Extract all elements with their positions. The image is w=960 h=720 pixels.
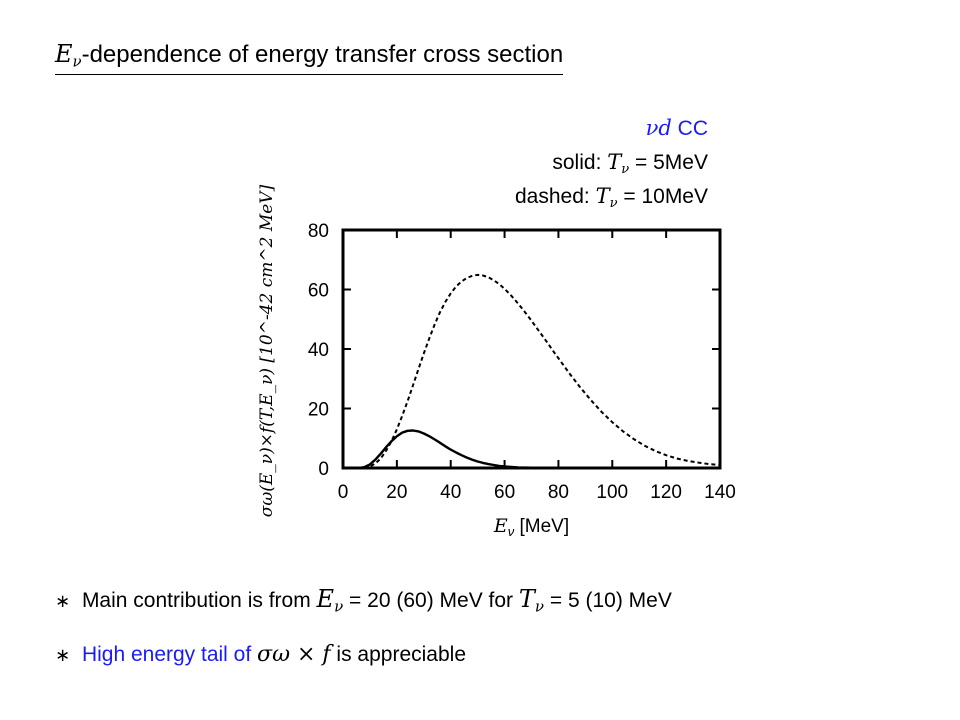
bullet1-sym1: E xyxy=(316,585,335,613)
x-tick-label: 140 xyxy=(704,482,736,503)
x-tick-label: 20 xyxy=(386,482,407,503)
x-tick-label: 120 xyxy=(650,482,682,503)
x-tick-label: 40 xyxy=(440,482,461,503)
y-tick-label: 60 xyxy=(308,281,329,302)
bullet1-mid: = 20 (60) MeV for xyxy=(349,589,514,612)
bullet1-sub2: ν xyxy=(534,597,545,616)
bullet1-pre: Main contribution is from xyxy=(81,589,311,612)
bullet2-pre: High energy tail of xyxy=(81,643,252,666)
legend-solid-prefix: solid: xyxy=(552,151,602,174)
y-tick-label: 0 xyxy=(318,459,329,480)
bullet1-sym2: T xyxy=(518,585,535,613)
x-tick-label: 0 xyxy=(338,482,349,503)
energy-transfer-chart: 0 20 40 60 80 100 120 140 0 20 40 60 80 Eν [MeV] σω(E_… xyxy=(257,184,736,539)
bullet2-post: is appreciable xyxy=(336,643,467,666)
series-line-dashed xyxy=(343,273,721,469)
legend-dashed-value: = 10MeV xyxy=(623,185,708,208)
plot-frame xyxy=(341,228,722,470)
slide-title: Eν-dependence of energy transfer cross s… xyxy=(55,40,564,76)
y-axis-label: σω(E_ν)×f(T,E_ν) [10^-42 cm^2 MeV] xyxy=(257,184,277,517)
bullet-high-energy-tail: ∗ High energy tail of σω × f is apprecia… xyxy=(55,642,466,667)
x-tick-label: 100 xyxy=(596,482,628,503)
x-axis-label: Eν [MeV] xyxy=(493,515,569,539)
bullet2-math: σω × f xyxy=(257,642,331,667)
x-tick-label: 80 xyxy=(548,482,569,503)
legend-dashed: dashed: Tν = 10MeV xyxy=(515,184,708,211)
bullet1-post: = 5 (10) MeV xyxy=(549,589,672,612)
y-tick-label: 20 xyxy=(308,400,329,421)
title-symbol-sub: ν xyxy=(72,52,82,71)
bullet-star-icon: ∗ xyxy=(55,591,71,612)
title-symbol: E xyxy=(55,40,73,68)
legend-solid: solid: Tν = 5MeV xyxy=(552,150,708,177)
y-tick-label: 80 xyxy=(308,221,329,242)
legend-solid-sub: ν xyxy=(621,161,630,177)
legend-solid-symbol: T xyxy=(607,150,622,174)
title-text: -dependence of energy transfer cross sec… xyxy=(81,41,564,68)
legend-process: νd CC xyxy=(646,116,708,141)
bullet-star-icon: ∗ xyxy=(55,645,71,666)
bullet-main-contribution: ∗ Main contribution is from Eν = 20 (60)… xyxy=(55,585,672,616)
legend-solid-value: = 5MeV xyxy=(635,151,708,174)
legend-process-text: CC xyxy=(677,117,708,140)
x-tick-label: 60 xyxy=(494,482,515,503)
legend-dashed-sub: ν xyxy=(609,195,618,211)
legend-process-symbol: νd xyxy=(645,116,672,140)
legend-dashed-prefix: dashed: xyxy=(515,185,590,208)
bullet1-sub1: ν xyxy=(334,597,344,616)
series-line-solid xyxy=(343,429,720,470)
legend-dashed-symbol: T xyxy=(595,184,610,208)
y-tick-label: 40 xyxy=(308,340,329,361)
